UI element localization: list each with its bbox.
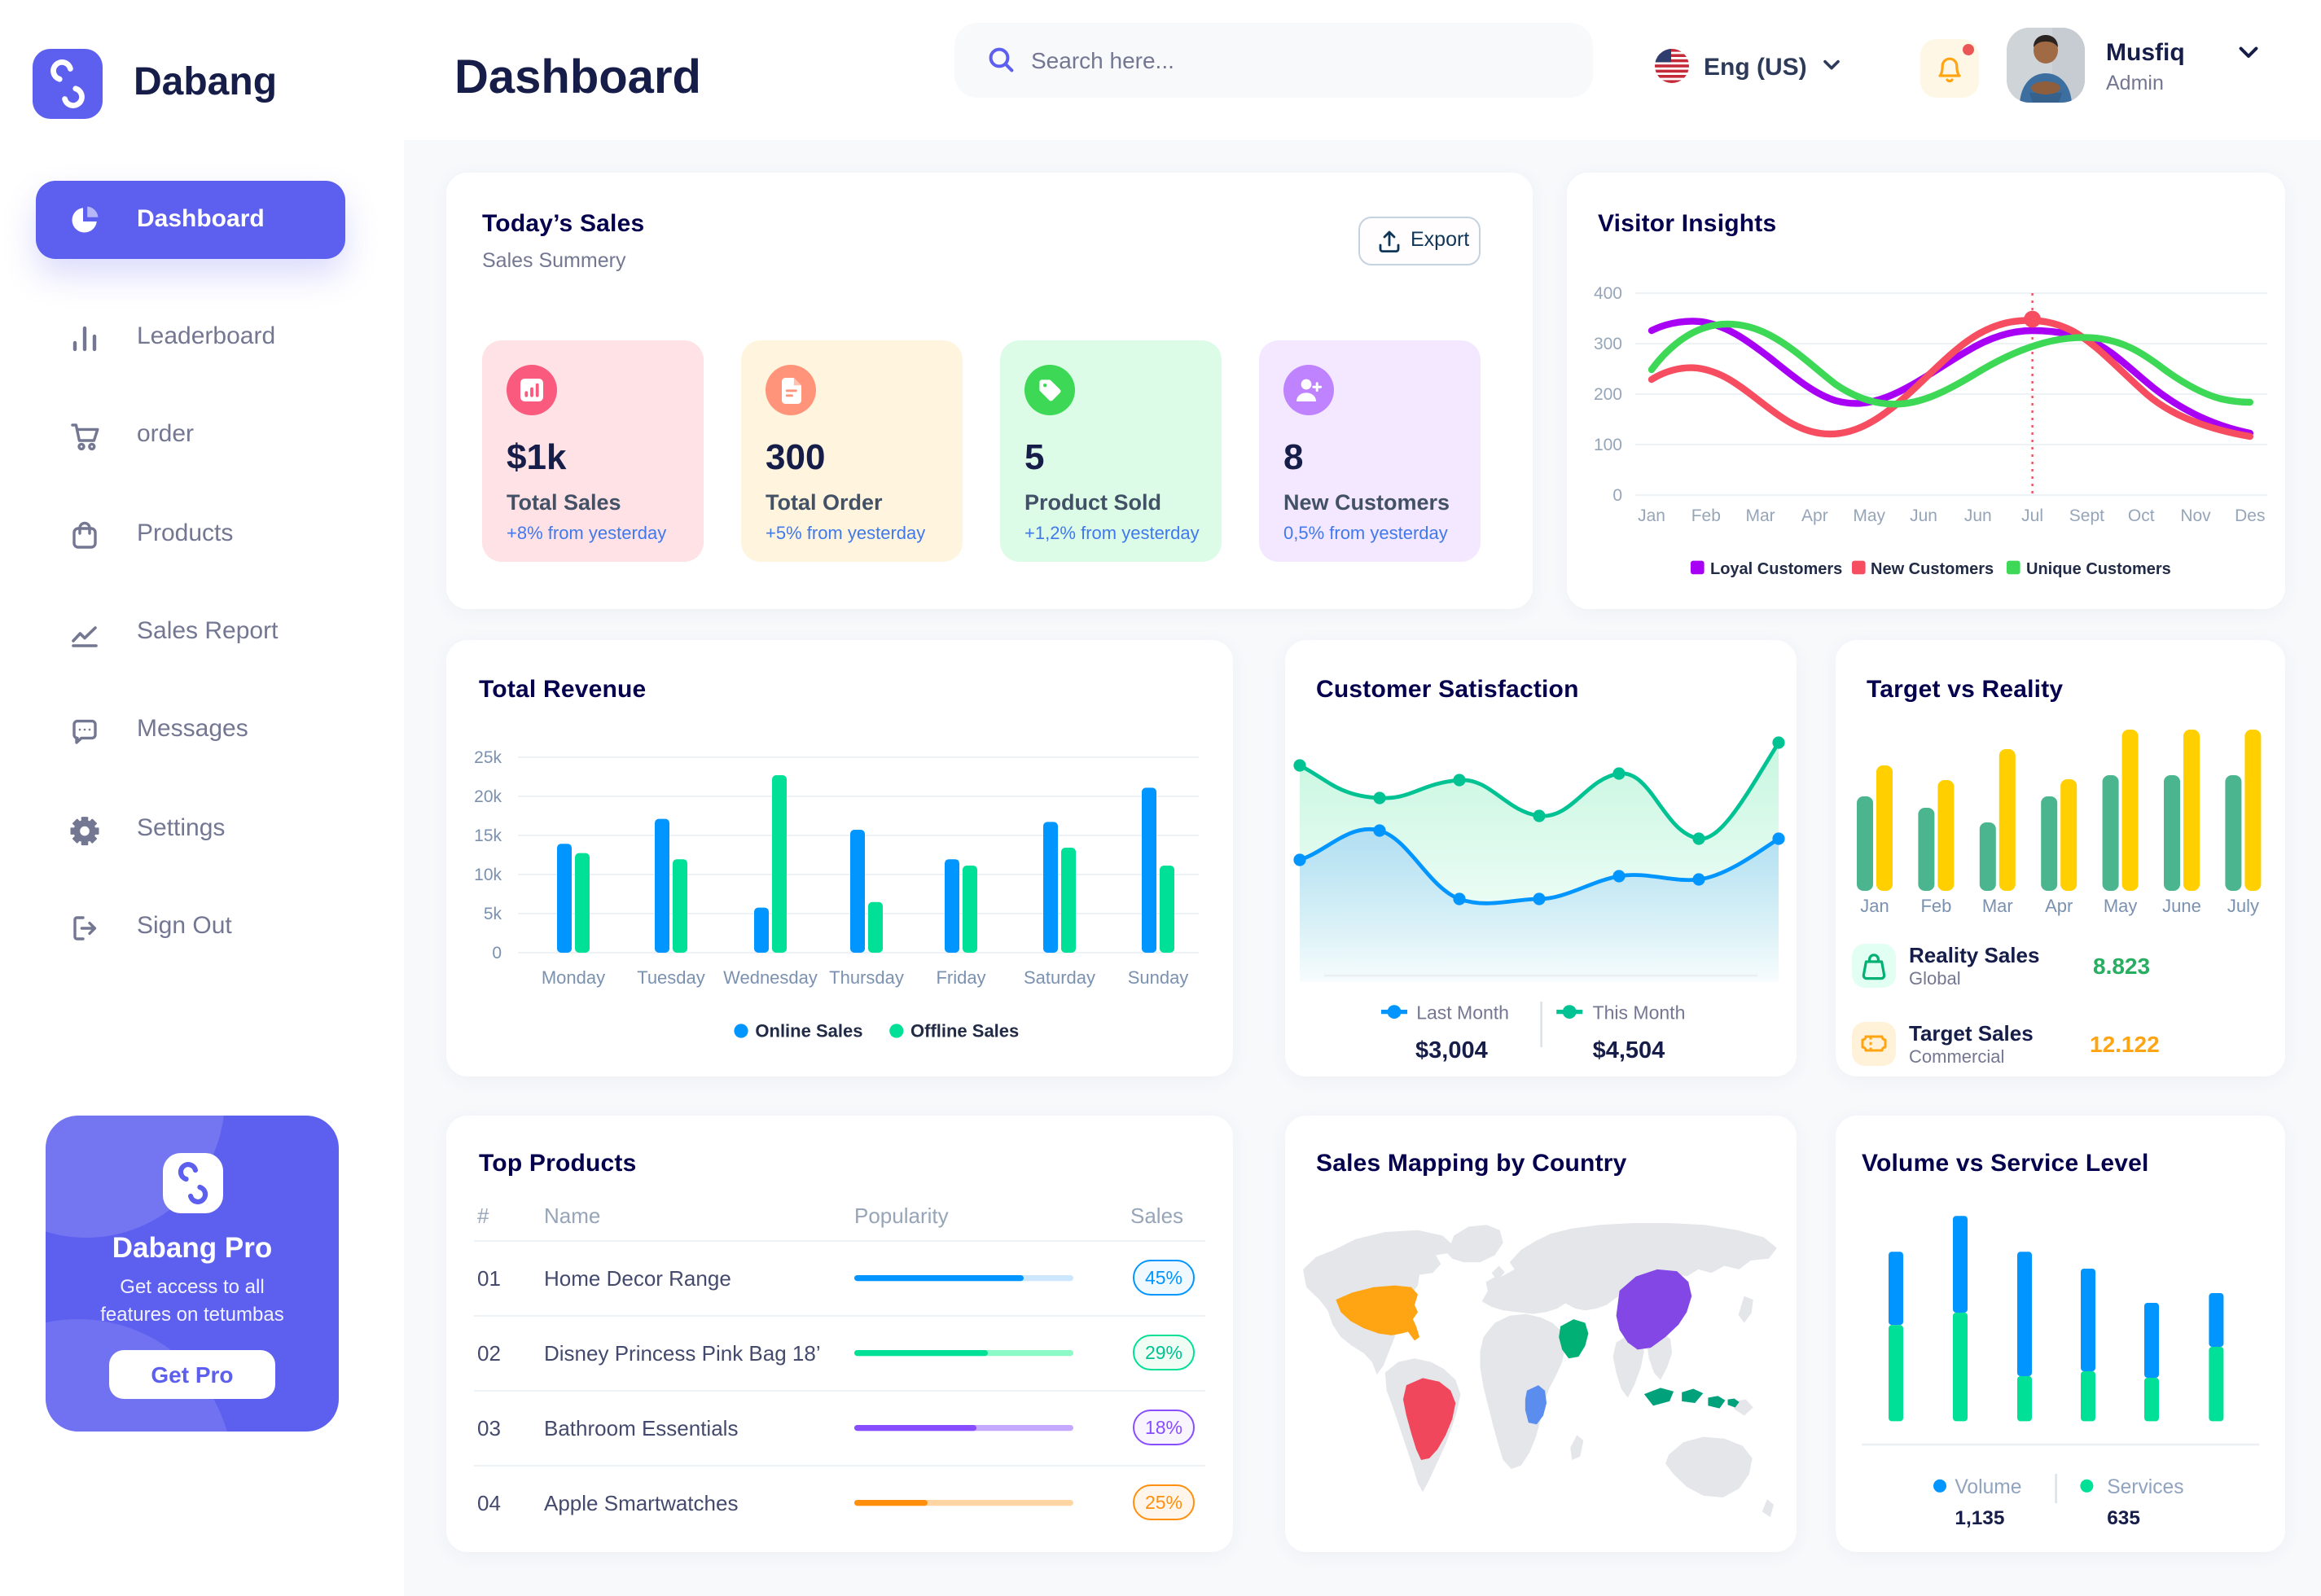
svg-text:5k: 5k <box>484 905 502 923</box>
svg-text:Tuesday: Tuesday <box>637 967 705 988</box>
svg-text:Jul: Jul <box>2021 506 2043 525</box>
svg-text:#: # <box>477 1204 489 1228</box>
svg-text:Target Sales: Target Sales <box>1909 1021 2034 1046</box>
svg-text:Wednesday: Wednesday <box>723 967 818 988</box>
svg-text:Commercial: Commercial <box>1909 1046 2004 1067</box>
svg-text:Apr: Apr <box>2045 896 2073 916</box>
svg-text:200: 200 <box>1594 385 1622 404</box>
svg-text:Mar: Mar <box>1746 506 1775 525</box>
svg-text:Name: Name <box>544 1204 600 1228</box>
svg-text:Mar: Mar <box>1982 896 2013 916</box>
svg-text:Des: Des <box>2235 506 2265 525</box>
svg-text:Global: Global <box>1909 968 1961 989</box>
svg-text:Services: Services <box>2107 1476 2183 1498</box>
svg-text:Apr: Apr <box>1801 506 1828 525</box>
svg-text:Last Month: Last Month <box>1416 1002 1509 1024</box>
svg-text:Sept: Sept <box>2069 506 2104 525</box>
svg-text:25%: 25% <box>1145 1492 1182 1513</box>
svg-text:Jan: Jan <box>1860 896 1889 916</box>
svg-text:15k: 15k <box>474 826 502 845</box>
svg-text:45%: 45% <box>1145 1267 1182 1288</box>
svg-text:Feb: Feb <box>1691 506 1721 525</box>
svg-text:Nov: Nov <box>2180 506 2211 525</box>
svg-text:Online Sales: Online Sales <box>755 1021 862 1041</box>
svg-text:Reality Sales: Reality Sales <box>1909 943 2039 967</box>
svg-text:1,135: 1,135 <box>1955 1507 2004 1529</box>
svg-text:20k: 20k <box>474 787 502 806</box>
svg-text:New Customers: New Customers <box>1871 560 1994 578</box>
svg-text:635: 635 <box>2107 1507 2140 1529</box>
svg-text:Saturday: Saturday <box>1024 967 1095 988</box>
svg-text:July: July <box>2227 896 2259 916</box>
svg-text:Monday: Monday <box>542 967 605 988</box>
svg-text:Home Decor Range: Home Decor Range <box>544 1266 731 1291</box>
svg-text:03: 03 <box>477 1416 501 1440</box>
svg-text:Bathroom Essentials: Bathroom Essentials <box>544 1416 738 1440</box>
svg-text:Apple Smartwatches: Apple Smartwatches <box>544 1491 738 1515</box>
svg-text:Loyal Customers: Loyal Customers <box>1710 560 1842 578</box>
svg-text:Sunday: Sunday <box>1128 967 1189 988</box>
svg-text:Unique Customers: Unique Customers <box>2026 560 2171 578</box>
svg-text:Disney Princess Pink Bag 18’: Disney Princess Pink Bag 18’ <box>544 1341 821 1366</box>
svg-text:8.823: 8.823 <box>2093 954 2150 979</box>
svg-text:400: 400 <box>1594 284 1622 303</box>
svg-text:Jun: Jun <box>1910 506 1937 525</box>
svg-text:May: May <box>2104 896 2138 916</box>
svg-text:100: 100 <box>1594 436 1622 454</box>
svg-text:29%: 29% <box>1145 1342 1182 1363</box>
svg-text:0: 0 <box>492 944 502 962</box>
svg-text:01: 01 <box>477 1266 501 1291</box>
svg-text:12.122: 12.122 <box>2090 1032 2160 1057</box>
svg-text:May: May <box>1853 506 1885 525</box>
svg-text:$3,004: $3,004 <box>1415 1037 1488 1063</box>
svg-text:Popularity: Popularity <box>854 1204 949 1228</box>
svg-text:Jun: Jun <box>1964 506 1992 525</box>
svg-text:Feb: Feb <box>1920 896 1951 916</box>
svg-text:Friday: Friday <box>936 967 985 988</box>
svg-text:Volume: Volume <box>1955 1476 2021 1498</box>
svg-text:Offline Sales: Offline Sales <box>910 1021 1019 1041</box>
svg-text:Thursday: Thursday <box>829 967 904 988</box>
svg-text:02: 02 <box>477 1341 501 1366</box>
svg-text:Oct: Oct <box>2128 506 2155 525</box>
svg-text:Jan: Jan <box>1638 506 1665 525</box>
svg-text:10k: 10k <box>474 866 502 884</box>
svg-text:04: 04 <box>477 1491 501 1515</box>
svg-text:Sales: Sales <box>1130 1204 1183 1228</box>
svg-text:25k: 25k <box>474 748 502 767</box>
svg-text:18%: 18% <box>1145 1417 1182 1438</box>
svg-text:$4,504: $4,504 <box>1593 1037 1665 1063</box>
svg-text:300: 300 <box>1594 335 1622 353</box>
svg-text:0: 0 <box>1612 486 1622 505</box>
svg-text:This Month: This Month <box>1593 1002 1686 1024</box>
svg-text:June: June <box>2162 896 2201 916</box>
